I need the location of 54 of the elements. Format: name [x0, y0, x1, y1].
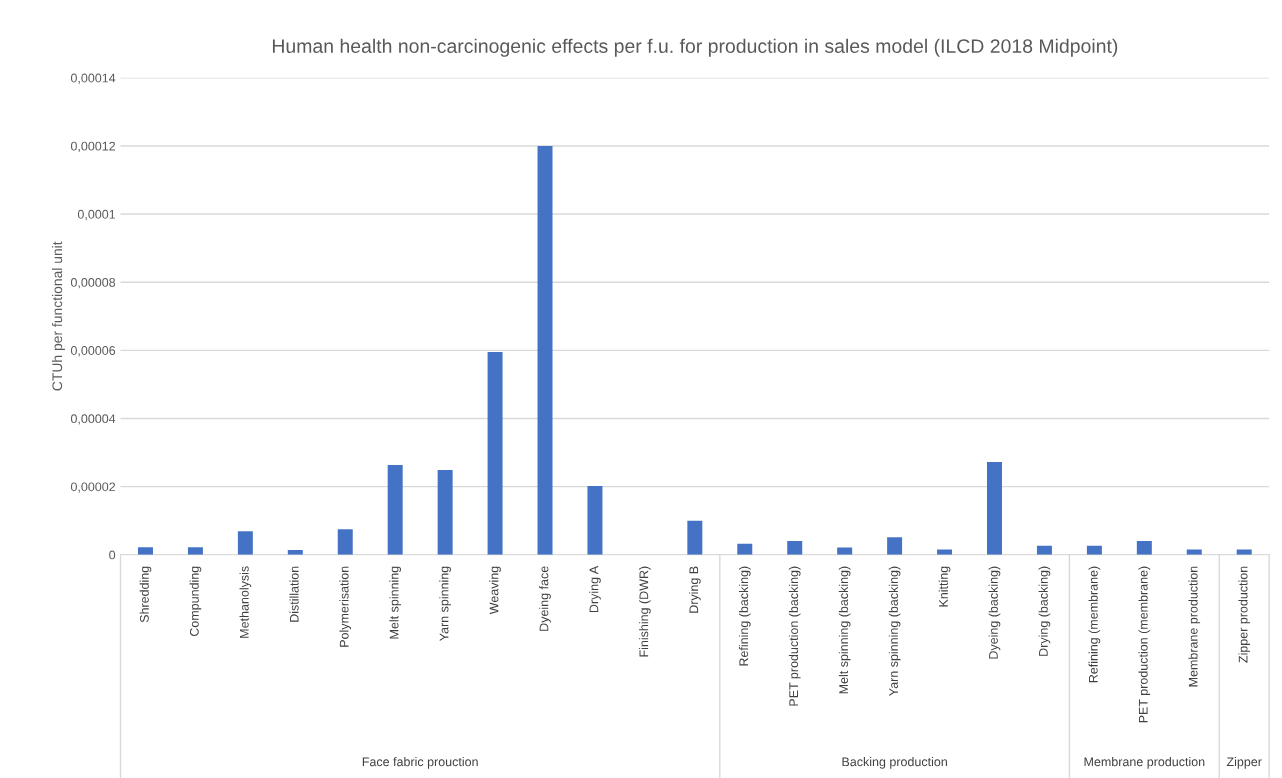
- x-tick-label: Dyeing face: [539, 566, 551, 631]
- x-tick-label: PET production (membrane): [1138, 566, 1151, 723]
- y-tick-label: 0,00012: [70, 141, 116, 153]
- bar: [1086, 545, 1102, 555]
- y-tick-label: 0,00002: [70, 482, 116, 493]
- bar: [487, 352, 503, 555]
- y-tick-label: 0: [109, 550, 116, 560]
- y-tick-label: 0,0001: [77, 209, 116, 221]
- bar: [537, 145, 553, 555]
- x-tick-label: Methanolysis: [239, 566, 252, 638]
- x-tick-label: Melt spinning (backing): [838, 566, 851, 694]
- bar: [237, 531, 253, 555]
- bar: [337, 529, 353, 555]
- bar: [887, 537, 903, 555]
- x-tick-label: Finishing (DWR): [639, 566, 651, 657]
- text: Membrane production: [1084, 757, 1205, 769]
- text: Zipper: [1226, 757, 1262, 769]
- x-tick-label: Shredding: [139, 566, 152, 623]
- text: Backing production: [842, 757, 947, 769]
- x-tick-label: Yarn spinning: [439, 566, 451, 642]
- bar: [1036, 545, 1052, 555]
- y-tick-label: 0,00006: [70, 346, 116, 357]
- y-axis-title: CTUh per functional unit: [51, 241, 65, 391]
- x-tick-label: Drying (backing): [1038, 566, 1051, 656]
- bar: [187, 547, 203, 555]
- bar: [737, 543, 753, 555]
- x-tick-label: Refining (backing): [738, 566, 751, 666]
- text: Face fabric prouction: [362, 757, 478, 769]
- x-tick-label: Drying A: [589, 565, 601, 613]
- x-tick-label: Membrane production: [1188, 566, 1201, 687]
- y-tick-label: 0,00014: [70, 73, 116, 84]
- x-tick-label: Dyeing (backing): [988, 566, 1001, 659]
- bar: [787, 541, 803, 555]
- x-tick-label: Compunding: [189, 566, 202, 637]
- x-tick-label: Drying B: [689, 566, 701, 613]
- x-tick-label: Distillation: [289, 566, 299, 622]
- bar: [137, 547, 153, 555]
- bar: [587, 485, 603, 555]
- bar: [687, 520, 703, 555]
- x-tick-label: Weaving: [489, 566, 501, 615]
- x-tick-label: Melt spinning: [389, 566, 402, 639]
- x-tick-label: Polymerisation: [339, 566, 352, 647]
- bar: [1136, 541, 1152, 555]
- x-tick-label: Refining (membrane): [1088, 566, 1101, 683]
- bar: [437, 469, 453, 555]
- chart-title: Human health non-carcinogenic effects per f.u. for production in sales model (ILCD 2018 Midpoint): [272, 38, 1118, 57]
- y-tick-label: 0,00004: [70, 414, 116, 425]
- x-tick-label: PET production (backing): [788, 566, 801, 706]
- bar: [987, 462, 1002, 555]
- x-tick-label: Zipper production: [1238, 566, 1251, 663]
- x-tick-label: Yarn spinning (backing): [888, 566, 901, 696]
- bar: [387, 465, 403, 555]
- x-tick-label: Knitting: [938, 566, 951, 607]
- y-tick-label: 0,00008: [70, 277, 116, 289]
